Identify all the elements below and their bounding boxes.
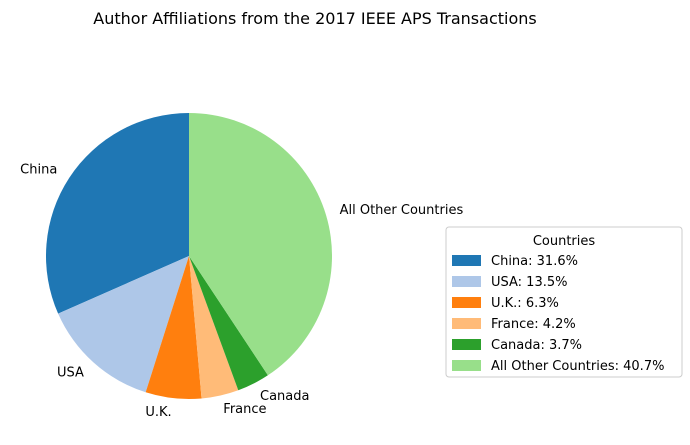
legend-swatch-canada xyxy=(452,339,481,350)
pie-label-u-k: U.K. xyxy=(145,405,171,420)
legend-box xyxy=(445,226,683,378)
legend-swatch-china xyxy=(452,255,481,266)
chart-title: Author Affiliations from the 2017 IEEE A… xyxy=(93,9,536,28)
pie-label-all-other-countries: All Other Countries xyxy=(340,203,464,218)
legend-entry-china: China: 31.6% xyxy=(491,254,578,269)
legend-swatch-france xyxy=(452,318,481,329)
pie-label-france: France xyxy=(223,402,266,417)
pie-label-china: China xyxy=(20,163,57,178)
legend-items: China: 31.6% USA: 13.5% U.K.: 6.3% France: … xyxy=(452,254,664,374)
pie-slice-canada xyxy=(189,256,268,391)
pie-slice-usa xyxy=(58,256,190,393)
legend: Countries China: 31.6% USA: 13.5% U.K.: 6.… xyxy=(445,226,683,378)
legend-entry-all-other-countries: All Other Countries: 40.7% xyxy=(491,359,664,374)
legend-entry-france: France: 4.2% xyxy=(491,317,576,332)
legend-entry-usa: USA: 13.5% xyxy=(491,275,567,290)
legend-entry-canada: Canada: 3.7% xyxy=(491,338,582,353)
legend-entry-u-k: U.K.: 6.3% xyxy=(491,296,559,311)
legend-swatch-usa xyxy=(452,276,481,287)
legend-swatch-u-k xyxy=(452,297,481,308)
pie-label-canada: Canada xyxy=(260,389,309,404)
pie-slice-china xyxy=(45,113,190,314)
pie-slice-france xyxy=(189,256,239,399)
legend-title: Countries xyxy=(533,234,596,249)
pie-slice-all-other-countries xyxy=(189,113,332,376)
legend-swatch-all-other-countries xyxy=(452,360,481,371)
pie-slice-u-k xyxy=(145,256,202,400)
pie-slices xyxy=(45,113,332,400)
pie-label-usa: USA xyxy=(57,366,84,381)
